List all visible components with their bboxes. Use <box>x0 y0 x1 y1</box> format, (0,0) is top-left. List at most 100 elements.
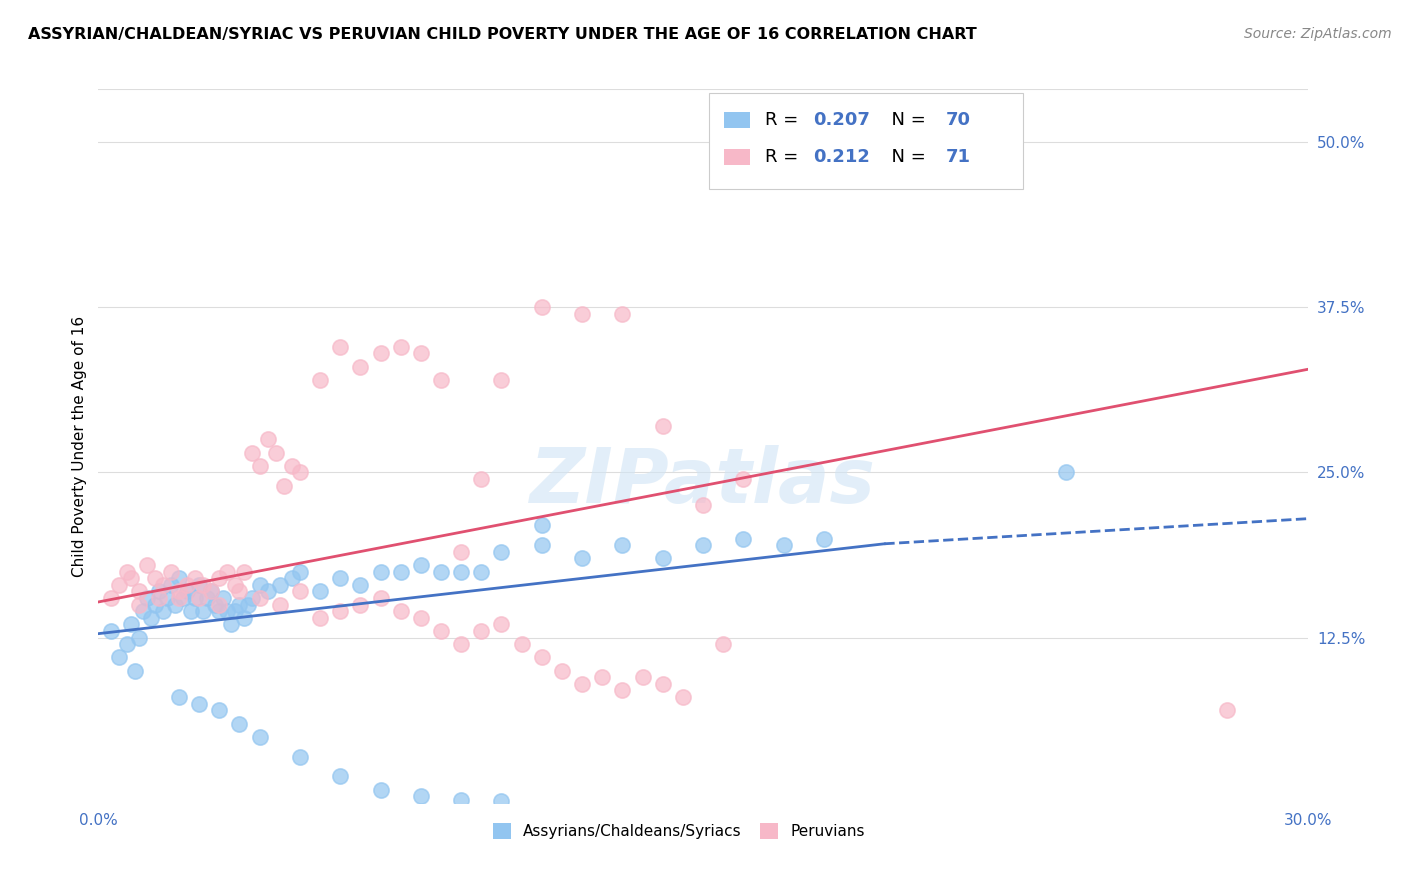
Point <box>491 795 513 809</box>
Point <box>208 571 231 585</box>
Point <box>273 478 295 492</box>
Point <box>167 584 190 599</box>
Text: Source: ZipAtlas.com: Source: ZipAtlas.com <box>1244 27 1392 41</box>
Point <box>733 532 755 546</box>
Point <box>409 558 432 572</box>
Point <box>217 604 239 618</box>
Point <box>409 346 432 360</box>
Point <box>631 670 654 684</box>
Point <box>139 611 162 625</box>
Point <box>249 730 271 744</box>
Bar <box>724 112 751 128</box>
Point <box>228 598 250 612</box>
Point <box>470 624 492 638</box>
Point <box>217 565 239 579</box>
Point <box>551 664 574 678</box>
Point <box>143 598 166 612</box>
Point <box>184 571 207 585</box>
Point <box>167 591 190 605</box>
Point <box>212 591 235 605</box>
Point <box>349 578 371 592</box>
Point <box>389 340 412 354</box>
Point <box>269 578 291 592</box>
Point <box>430 624 453 638</box>
Point <box>228 584 250 599</box>
Point <box>1216 703 1239 717</box>
Point <box>120 617 142 632</box>
Point <box>176 584 198 599</box>
Point <box>208 703 231 717</box>
Point <box>152 604 174 618</box>
Point <box>240 445 263 459</box>
Point <box>200 584 222 599</box>
Point <box>651 419 673 434</box>
Point <box>224 604 246 618</box>
Point <box>249 591 271 605</box>
Point <box>249 458 271 473</box>
Point <box>124 664 146 678</box>
Point <box>409 789 432 804</box>
Point <box>370 591 392 605</box>
Point <box>152 578 174 592</box>
Point <box>450 793 472 807</box>
Point <box>160 565 183 579</box>
Point <box>264 445 287 459</box>
Point <box>193 578 215 592</box>
Point <box>208 598 231 612</box>
Y-axis label: Child Poverty Under the Age of 16: Child Poverty Under the Age of 16 <box>72 316 87 576</box>
Point <box>813 532 835 546</box>
Point <box>329 340 352 354</box>
Point <box>288 466 311 480</box>
Point <box>167 571 190 585</box>
Point <box>132 604 155 618</box>
Point <box>188 578 211 592</box>
Point <box>1054 466 1077 480</box>
Point <box>370 565 392 579</box>
Point <box>269 598 291 612</box>
Text: 0.212: 0.212 <box>813 148 870 166</box>
Point <box>167 690 190 704</box>
Point <box>107 578 129 592</box>
Point <box>571 551 593 566</box>
Point <box>281 458 304 473</box>
Point <box>135 558 157 572</box>
Point <box>530 518 553 533</box>
Point <box>530 650 553 665</box>
Point <box>100 624 122 638</box>
Point <box>240 591 263 605</box>
Point <box>195 591 218 605</box>
Point <box>256 433 278 447</box>
Point <box>329 769 352 783</box>
Point <box>651 677 673 691</box>
Point <box>228 716 250 731</box>
Point <box>236 598 259 612</box>
Point <box>571 307 593 321</box>
Point <box>184 591 207 605</box>
Point <box>148 584 170 599</box>
Point <box>612 307 634 321</box>
Point <box>120 571 142 585</box>
Point <box>256 584 278 599</box>
Point <box>128 598 150 612</box>
Point <box>115 565 138 579</box>
Point <box>224 578 246 592</box>
Legend: Assyrians/Chaldeans/Syriacs, Peruvians: Assyrians/Chaldeans/Syriacs, Peruvians <box>486 817 872 845</box>
Point <box>288 565 311 579</box>
Point <box>309 373 332 387</box>
Text: R =: R = <box>765 111 804 128</box>
Point <box>148 591 170 605</box>
Point <box>309 611 332 625</box>
Point <box>450 565 472 579</box>
Point <box>450 637 472 651</box>
Point <box>651 551 673 566</box>
Point <box>571 677 593 691</box>
Point <box>232 611 254 625</box>
Text: ASSYRIAN/CHALDEAN/SYRIAC VS PERUVIAN CHILD POVERTY UNDER THE AGE OF 16 CORRELATI: ASSYRIAN/CHALDEAN/SYRIAC VS PERUVIAN CHI… <box>28 27 977 42</box>
Point <box>491 373 513 387</box>
Text: 71: 71 <box>946 148 972 166</box>
Point <box>200 584 222 599</box>
Point <box>172 591 194 605</box>
Text: R =: R = <box>765 148 804 166</box>
Point <box>329 571 352 585</box>
Point <box>309 584 332 599</box>
